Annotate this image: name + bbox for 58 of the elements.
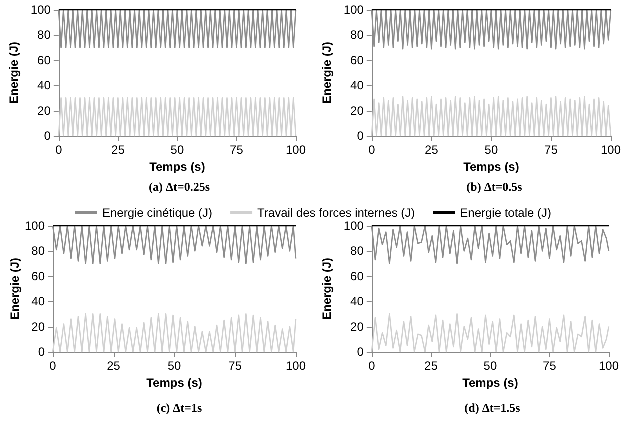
x-tick-label: 100 [600, 143, 622, 157]
y-tick-label: 60 [32, 269, 46, 284]
y-tick-label: 0 [38, 345, 46, 359]
x-tick-label: 100 [598, 359, 620, 373]
y-tick-label: 40 [350, 78, 364, 93]
x-tick-label: 25 [107, 359, 121, 373]
x-tick-label: 75 [543, 359, 557, 373]
x-tick-label: 0 [368, 359, 376, 373]
y-tick-label: 100 [24, 219, 46, 233]
x-axis-title: Temps (s) [464, 160, 520, 174]
x-tick-label: 25 [424, 359, 438, 373]
y-axis-title: Energie (J) [320, 42, 334, 104]
x-tick-label: 0 [56, 143, 63, 157]
x-tick-label: 25 [112, 143, 126, 157]
x-tick-label: 50 [484, 143, 498, 157]
text: (c) Δt=1s [156, 401, 202, 415]
y-tick-label: 100 [30, 3, 52, 17]
y-tick-label: 0 [357, 129, 364, 143]
text: (a) Δt=0.25s [148, 180, 210, 194]
x-tick-label: 75 [544, 143, 558, 157]
y-axis-title: Energie (J) [7, 42, 21, 104]
y-tick-label: 20 [350, 104, 364, 118]
y-tick-label: 60 [350, 269, 364, 284]
y-axis-title: Energie (J) [320, 258, 334, 320]
x-tick-label: 0 [368, 143, 376, 157]
legend-label: Travail des forces internes (J) [258, 206, 416, 220]
y-tick-label: 20 [32, 320, 46, 334]
x-tick-label: 50 [484, 359, 498, 373]
y-tick-label: 40 [38, 78, 52, 93]
x-tick-label: 100 [286, 359, 306, 373]
y-tick-label: 0 [357, 345, 364, 359]
y-tick-label: 20 [38, 104, 52, 118]
x-axis-title: Temps (s) [462, 376, 518, 390]
y-tick-label: 0 [44, 129, 52, 143]
x-axis-title: Temps (s) [146, 376, 202, 390]
text: (b) Δt=0.5s [466, 180, 523, 194]
y-axis-title: Energie (J) [8, 258, 22, 320]
x-tick-label: 50 [170, 143, 184, 157]
y-tick-label: 80 [32, 244, 46, 258]
x-tick-label: 75 [230, 143, 244, 157]
y-tick-label: 40 [350, 294, 364, 309]
x-tick-label: 25 [425, 143, 439, 157]
y-tick-label: 80 [350, 28, 364, 42]
text: (d) Δt=1.5s [464, 401, 521, 415]
y-tick-label: 100 [344, 3, 364, 17]
x-tick-label: 75 [228, 359, 242, 373]
y-tick-label: 40 [32, 294, 46, 309]
x-tick-label: 100 [286, 143, 306, 157]
y-tick-label: 80 [350, 244, 364, 258]
x-axis-title: Temps (s) [150, 160, 206, 174]
y-tick-label: 60 [38, 53, 52, 68]
y-tick-label: 80 [38, 28, 52, 42]
legend-label: Energie totale (J) [460, 206, 552, 220]
y-tick-label: 20 [350, 320, 364, 334]
y-tick-label: 100 [344, 219, 364, 233]
y-tick-label: 60 [350, 53, 364, 68]
x-tick-label: 50 [168, 359, 182, 373]
legend-label: Energie cinétique (J) [102, 206, 213, 220]
